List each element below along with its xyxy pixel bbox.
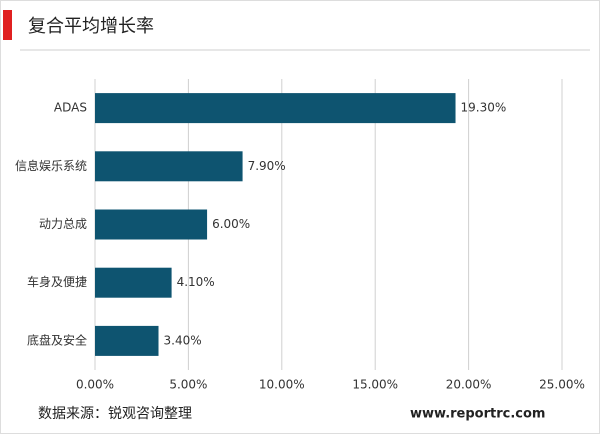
y-tick-label: 动力总成	[39, 217, 87, 231]
website: www.reportrc.com	[410, 407, 545, 422]
source: 数据来源：锐观咨询整理	[38, 406, 192, 422]
bar	[95, 93, 456, 124]
x-tick-label: 20.00%	[446, 378, 492, 392]
value-label: 19.30%	[461, 101, 507, 115]
bar	[95, 267, 172, 298]
chart-title: 复合平均增长率	[28, 16, 154, 37]
x-tick-label: 0.00%	[76, 378, 114, 392]
y-tick-label: 底盘及安全	[27, 332, 87, 347]
bar	[95, 325, 159, 356]
title-accent	[3, 10, 12, 40]
value-label: 6.00%	[212, 217, 250, 231]
bar	[95, 151, 243, 182]
bar	[95, 209, 208, 240]
x-tick-label: 10.00%	[259, 378, 305, 392]
x-tick-label: 15.00%	[352, 378, 398, 392]
y-tick-label: 信息娱乐系统	[15, 158, 87, 173]
y-tick-label: ADAS	[54, 101, 87, 115]
x-tick-label: 5.00%	[169, 378, 207, 392]
y-tick-label: 车身及便捷	[27, 274, 87, 289]
value-label: 7.90%	[248, 159, 286, 173]
value-label: 4.10%	[177, 275, 215, 289]
x-tick-label: 25.00%	[539, 378, 585, 392]
value-label: 3.40%	[164, 333, 202, 347]
